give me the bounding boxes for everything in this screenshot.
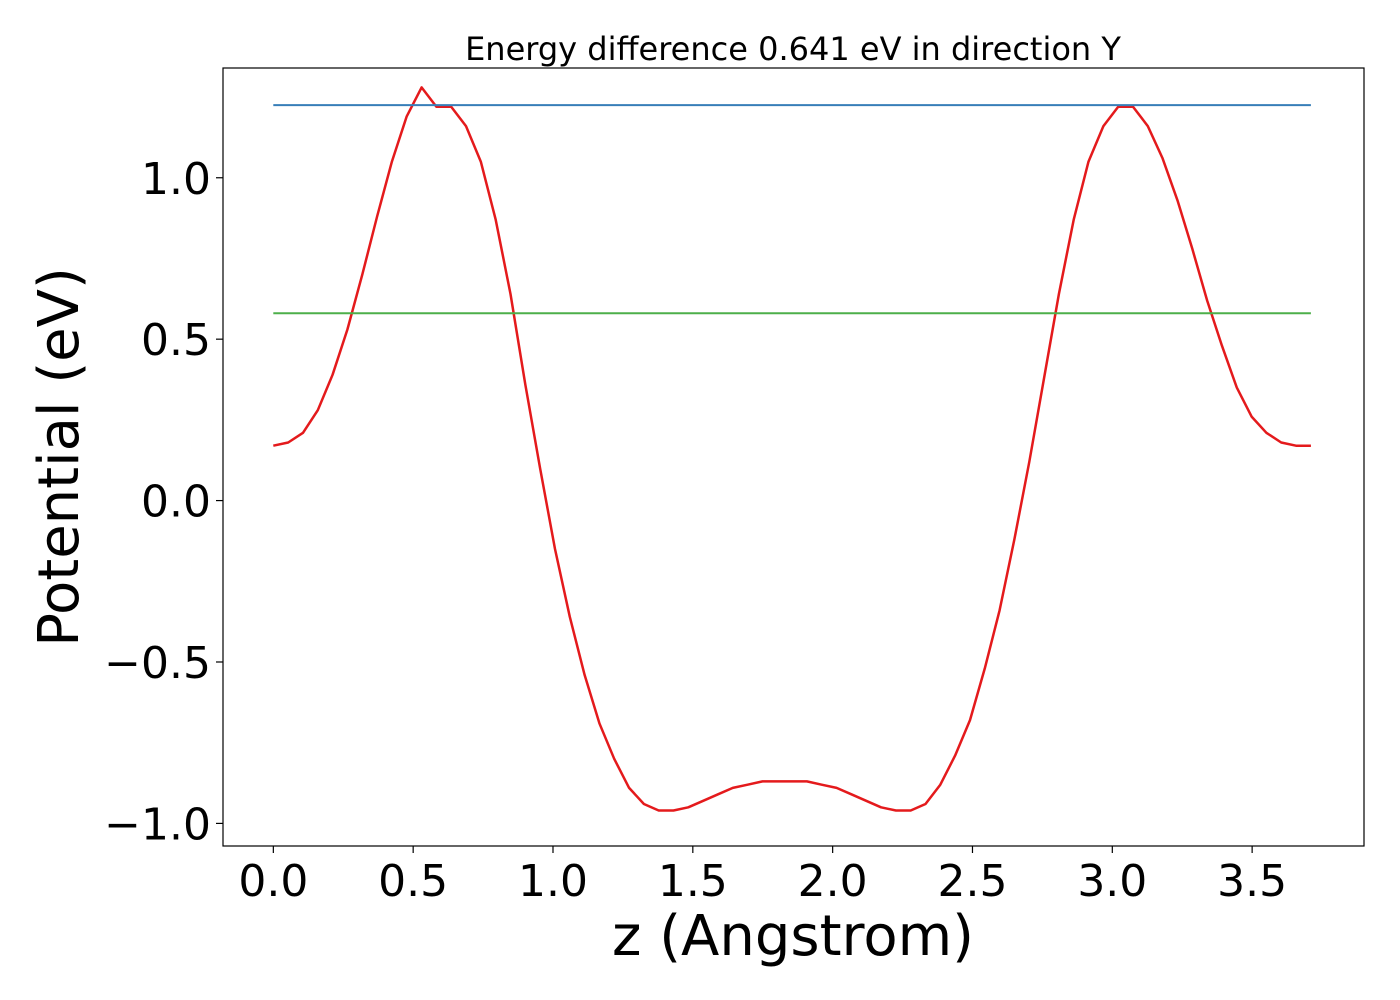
x-tick-label: 2.5 xyxy=(937,856,1007,907)
y-axis-label: Potential (eV) xyxy=(27,267,92,647)
y-tick-label: −0.5 xyxy=(104,638,211,689)
y-tick-label: 0.0 xyxy=(141,477,211,528)
x-tick-label: 3.0 xyxy=(1077,856,1147,907)
y-tick-label: −1.0 xyxy=(104,799,211,850)
series-layer xyxy=(273,86,1311,812)
y-tick-label: 1.0 xyxy=(141,154,211,205)
potential-curve xyxy=(273,86,1311,812)
plot-frame xyxy=(222,67,1365,847)
y-tick-label: 0.5 xyxy=(141,315,211,366)
x-tick-label: 0.5 xyxy=(378,856,448,907)
chart-title: Energy difference 0.641 eV in direction … xyxy=(465,30,1121,68)
x-tick-label: 1.0 xyxy=(518,856,588,907)
y-axis-ticks: −1.0 −0.5 0.0 0.5 1.0 xyxy=(104,154,223,850)
x-tick-label: 3.5 xyxy=(1217,856,1287,907)
x-axis-label: z (Angstrom) xyxy=(612,904,974,969)
x-axis-ticks: 0.0 0.5 1.0 1.5 2.0 2.5 3.0 3.5 xyxy=(238,846,1287,907)
x-tick-label: 0.0 xyxy=(238,856,308,907)
x-tick-label: 1.5 xyxy=(658,856,728,907)
x-tick-label: 2.0 xyxy=(798,856,868,907)
